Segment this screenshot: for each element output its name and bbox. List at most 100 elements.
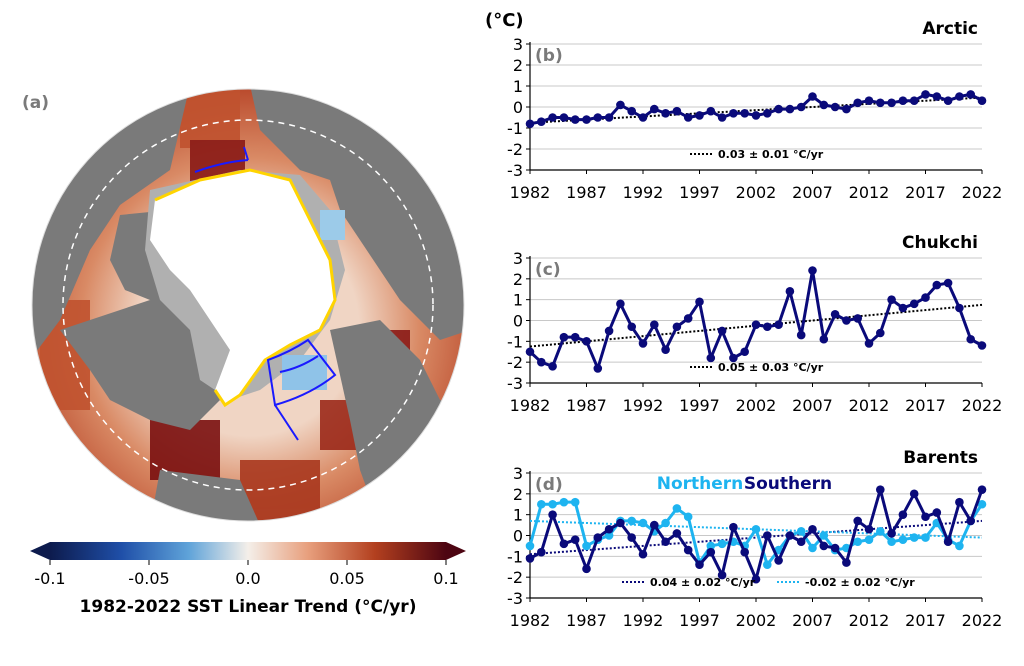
x-tick-label: 2022 [962, 183, 1003, 202]
x-tick-label: 1982 [510, 183, 551, 202]
x-tick-label: 2012 [849, 611, 890, 630]
data-point [943, 96, 953, 105]
data-point [695, 560, 704, 569]
data-point [525, 554, 535, 563]
units-label: (°C) [485, 10, 524, 31]
data-point [898, 96, 908, 105]
x-tick-label: 2002 [736, 396, 777, 415]
data-point [672, 322, 682, 332]
data-point [729, 109, 738, 118]
data-point [537, 499, 546, 509]
colorbar-tick-label: 0.0 [235, 569, 260, 588]
x-tick-label: 1997 [679, 396, 720, 415]
data-point [876, 328, 885, 338]
data-point [672, 504, 682, 513]
data-point [604, 113, 614, 122]
x-tick-label: 2002 [736, 183, 777, 202]
data-point [977, 96, 987, 105]
data-point [627, 516, 636, 526]
data-point [887, 295, 896, 304]
y-tick-label: 2 [513, 270, 523, 289]
data-point [672, 106, 682, 116]
data-point [627, 106, 636, 116]
ice-edge-line [154, 168, 337, 408]
data-point [706, 106, 716, 116]
y-tick-label: 3 [513, 249, 523, 268]
trend-line [529, 519, 983, 539]
data-point [559, 497, 569, 507]
x-tick-label: 2022 [962, 396, 1003, 415]
data-point [774, 104, 783, 114]
sea-ice [150, 170, 335, 405]
trend-line [529, 519, 983, 556]
data-point [898, 510, 908, 519]
data-point [661, 537, 670, 547]
panel-title: Barents [903, 448, 978, 468]
data-point [909, 533, 919, 542]
x-tick-label: 1992 [623, 396, 664, 415]
data-point [683, 113, 693, 122]
data-point [819, 531, 829, 540]
y-tick-label: 2 [513, 485, 523, 504]
trend-label: 0.04 ± 0.02 °C/yr [650, 576, 756, 589]
data-point [887, 537, 896, 547]
data-point [785, 531, 795, 540]
data-point [548, 113, 557, 122]
panel-label-a: (a) [22, 93, 49, 113]
data-point [616, 299, 625, 309]
data-point [638, 113, 648, 122]
data-point [796, 102, 806, 112]
data-point [864, 96, 874, 105]
y-tick-label: -2 [507, 140, 523, 159]
y-tick-label: 1 [513, 77, 523, 96]
map-border [31, 88, 465, 522]
data-point [842, 316, 851, 325]
y-tick-label: 0 [513, 98, 523, 117]
data-point [763, 109, 772, 118]
data-point [548, 510, 557, 519]
data-point [593, 533, 603, 542]
colorbar-tick-label: -0.05 [128, 569, 169, 588]
data-point [864, 339, 874, 348]
cooling-patches [282, 210, 345, 390]
colorbar: -0.1 -0.05 0.0 0.05 0.1 1982-2022 SST Linear… [30, 542, 466, 617]
sst-trend-map: (a) [22, 88, 466, 617]
y-tick-label: -3 [507, 374, 523, 393]
y-tick-label: -3 [507, 589, 523, 608]
data-point [627, 533, 636, 542]
data-point [729, 522, 738, 532]
y-tick-label: 0 [513, 527, 523, 546]
x-tick-label: 2007 [792, 611, 833, 630]
data-point [751, 524, 761, 534]
data-point [706, 547, 716, 557]
data-point [706, 541, 716, 551]
data-point [955, 541, 964, 551]
data-point [932, 92, 942, 101]
data-point [842, 104, 851, 114]
data-point [740, 547, 749, 557]
data-point [570, 115, 580, 124]
data-point [819, 541, 829, 551]
data-point [921, 533, 930, 542]
data-point [966, 516, 975, 526]
data-point [627, 322, 636, 332]
data-point [830, 102, 840, 112]
data-point [864, 535, 874, 544]
y-tick-label: 1 [513, 506, 523, 525]
data-point [785, 104, 795, 114]
data-point [774, 556, 783, 565]
data-point [943, 537, 953, 547]
trend-label: 0.03 ± 0.01 °C/yr [718, 148, 824, 161]
colorbar-tick-label: -0.1 [34, 569, 65, 588]
chukchi-box [194, 146, 249, 173]
data-point [898, 535, 908, 544]
data-point [525, 541, 535, 551]
panel-title: Chukchi [902, 233, 978, 253]
y-tick-label: -1 [507, 119, 523, 138]
x-tick-label: 1987 [566, 611, 607, 630]
y-tick-label: 3 [513, 35, 523, 54]
colorbar-left-arrow [30, 542, 50, 560]
colorbar-right-arrow [446, 542, 466, 560]
data-point [808, 543, 817, 553]
